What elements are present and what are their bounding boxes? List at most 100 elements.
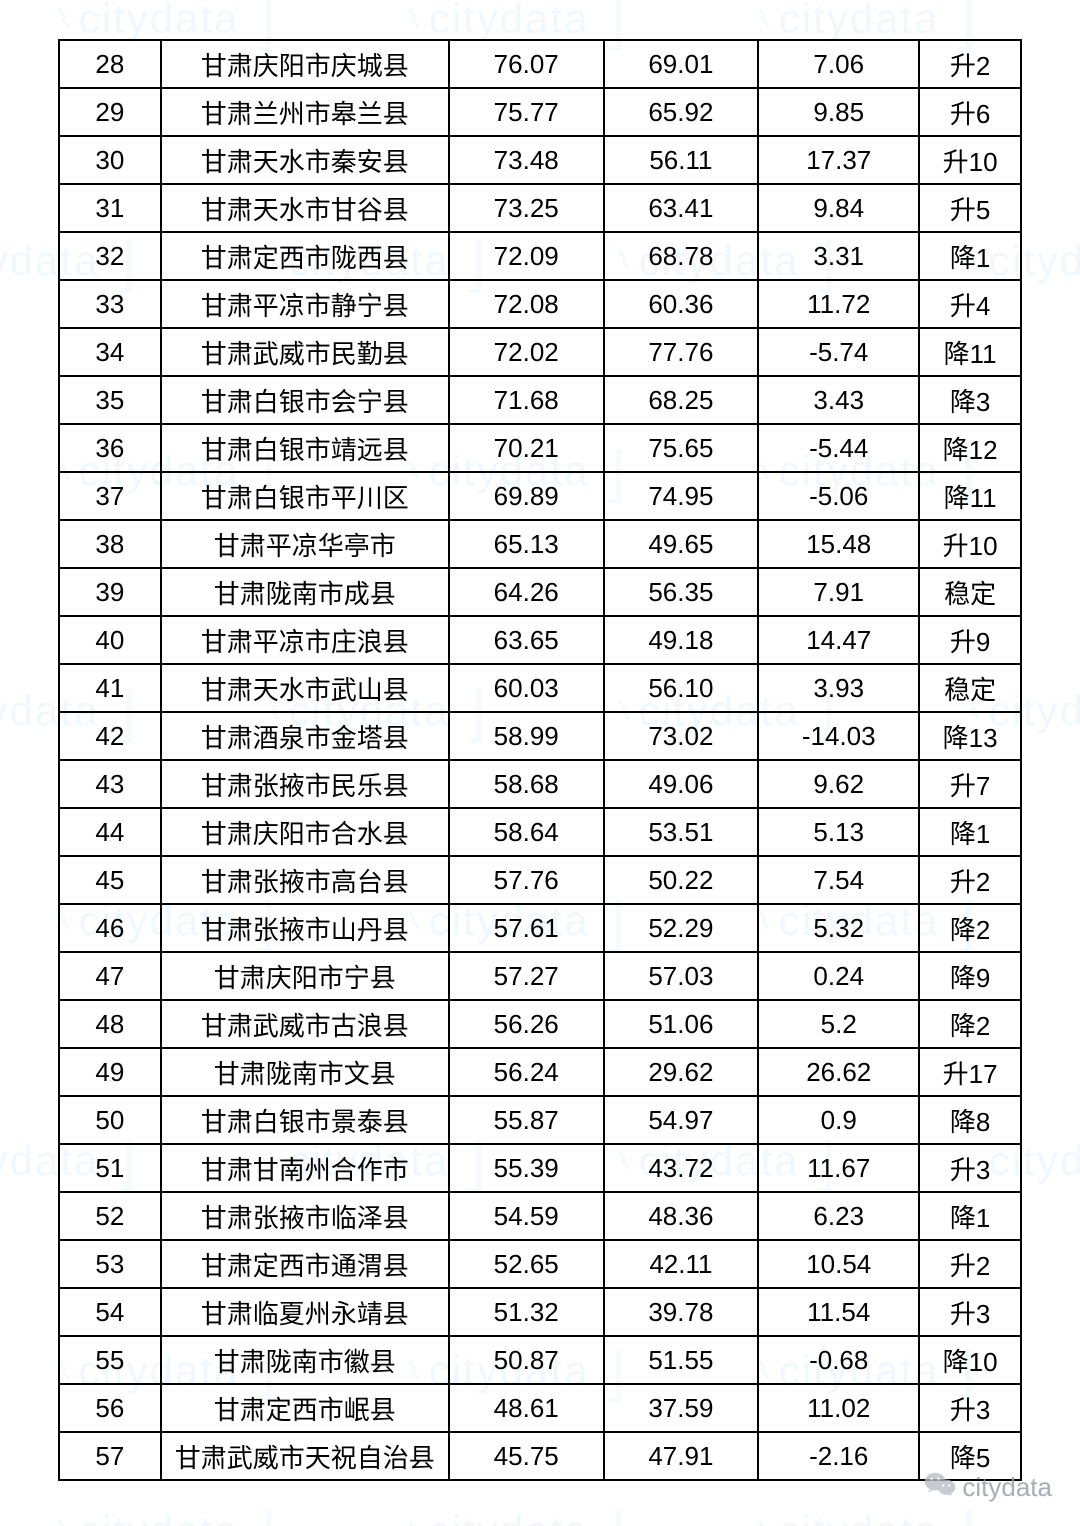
rank-cell: 33 <box>59 280 161 328</box>
value2-cell: 60.36 <box>604 280 759 328</box>
diff-cell: 5.2 <box>758 1000 919 1048</box>
rank-cell: 36 <box>59 424 161 472</box>
value1-cell: 76.07 <box>449 40 604 88</box>
diff-cell: 6.23 <box>758 1192 919 1240</box>
rank-cell: 43 <box>59 760 161 808</box>
table-row: 32甘肃定西市陇西县72.0968.783.31降1 <box>59 232 1021 280</box>
table-row: 53甘肃定西市通渭县52.6542.1110.54升2 <box>59 1240 1021 1288</box>
diff-cell: 15.48 <box>758 520 919 568</box>
region-cell: 甘肃武威市民勤县 <box>161 328 449 376</box>
rank-cell: 54 <box>59 1288 161 1336</box>
diff-cell: 10.54 <box>758 1240 919 1288</box>
table-row: 30甘肃天水市秦安县73.4856.1117.37升10 <box>59 136 1021 184</box>
region-cell: 甘肃张掖市高台县 <box>161 856 449 904</box>
value2-cell: 52.29 <box>604 904 759 952</box>
rank-cell: 29 <box>59 88 161 136</box>
value1-cell: 50.87 <box>449 1336 604 1384</box>
value1-cell: 52.65 <box>449 1240 604 1288</box>
diff-cell: 9.84 <box>758 184 919 232</box>
diff-cell: 0.24 <box>758 952 919 1000</box>
value2-cell: 54.97 <box>604 1096 759 1144</box>
diff-cell: -5.44 <box>758 424 919 472</box>
table-row: 29甘肃兰州市皋兰县75.7765.929.85升6 <box>59 88 1021 136</box>
table-row: 36甘肃白银市靖远县70.2175.65-5.44降12 <box>59 424 1021 472</box>
change-cell: 降11 <box>919 472 1021 520</box>
change-cell: 降13 <box>919 712 1021 760</box>
rank-cell: 31 <box>59 184 161 232</box>
table-row: 46甘肃张掖市山丹县57.6152.295.32降2 <box>59 904 1021 952</box>
table-row: 41甘肃天水市武山县60.0356.103.93稳定 <box>59 664 1021 712</box>
table-row: 50甘肃白银市景泰县55.8754.970.9降8 <box>59 1096 1021 1144</box>
region-cell: 甘肃白银市平川区 <box>161 472 449 520</box>
change-cell: 升2 <box>919 1240 1021 1288</box>
value2-cell: 75.65 <box>604 424 759 472</box>
ranking-table: 28甘肃庆阳市庆城县76.0769.017.06升229甘肃兰州市皋兰县75.7… <box>58 39 1022 1481</box>
region-cell: 甘肃张掖市民乐县 <box>161 760 449 808</box>
table-row: 42甘肃酒泉市金塔县58.9973.02-14.03降13 <box>59 712 1021 760</box>
region-cell: 甘肃张掖市山丹县 <box>161 904 449 952</box>
value1-cell: 65.13 <box>449 520 604 568</box>
diff-cell: 0.9 <box>758 1096 919 1144</box>
region-cell: 甘肃定西市陇西县 <box>161 232 449 280</box>
value2-cell: 57.03 <box>604 952 759 1000</box>
ranking-table-body: 28甘肃庆阳市庆城县76.0769.017.06升229甘肃兰州市皋兰县75.7… <box>59 40 1021 1480</box>
watermark-item: ⌇citydata ⌋ <box>410 1500 629 1526</box>
value1-cell: 70.21 <box>449 424 604 472</box>
value2-cell: 69.01 <box>604 40 759 88</box>
rank-cell: 44 <box>59 808 161 856</box>
rank-cell: 50 <box>59 1096 161 1144</box>
value1-cell: 55.39 <box>449 1144 604 1192</box>
change-cell: 升2 <box>919 856 1021 904</box>
rank-cell: 41 <box>59 664 161 712</box>
value2-cell: 49.65 <box>604 520 759 568</box>
change-cell: 升3 <box>919 1384 1021 1432</box>
table-row: 35甘肃白银市会宁县71.6868.253.43降3 <box>59 376 1021 424</box>
value2-cell: 77.76 <box>604 328 759 376</box>
value2-cell: 29.62 <box>604 1048 759 1096</box>
region-cell: 甘肃庆阳市庆城县 <box>161 40 449 88</box>
table-row: 57甘肃武威市天祝自治县45.7547.91-2.16降5 <box>59 1432 1021 1480</box>
watermark-item: ⌇citydata ⌋ <box>60 1500 279 1526</box>
region-cell: 甘肃武威市天祝自治县 <box>161 1432 449 1480</box>
diff-cell: 5.13 <box>758 808 919 856</box>
table-row: 34甘肃武威市民勤县72.0277.76-5.74降11 <box>59 328 1021 376</box>
rank-cell: 32 <box>59 232 161 280</box>
value2-cell: 56.11 <box>604 136 759 184</box>
change-cell: 降1 <box>919 1192 1021 1240</box>
table-row: 39甘肃陇南市成县64.2656.357.91稳定 <box>59 568 1021 616</box>
value2-cell: 56.10 <box>604 664 759 712</box>
value1-cell: 69.89 <box>449 472 604 520</box>
region-cell: 甘肃临夏州永靖县 <box>161 1288 449 1336</box>
region-cell: 甘肃甘南州合作市 <box>161 1144 449 1192</box>
diff-cell: -2.16 <box>758 1432 919 1480</box>
value1-cell: 60.03 <box>449 664 604 712</box>
change-cell: 稳定 <box>919 568 1021 616</box>
value1-cell: 48.61 <box>449 1384 604 1432</box>
table-row: 54甘肃临夏州永靖县51.3239.7811.54升3 <box>59 1288 1021 1336</box>
table-row: 43甘肃张掖市民乐县58.6849.069.62升7 <box>59 760 1021 808</box>
value2-cell: 49.18 <box>604 616 759 664</box>
value2-cell: 39.78 <box>604 1288 759 1336</box>
rank-cell: 42 <box>59 712 161 760</box>
rank-cell: 46 <box>59 904 161 952</box>
diff-cell: 26.62 <box>758 1048 919 1096</box>
table-row: 38甘肃平凉华亭市65.1349.6515.48升10 <box>59 520 1021 568</box>
value1-cell: 75.77 <box>449 88 604 136</box>
value1-cell: 63.65 <box>449 616 604 664</box>
region-cell: 甘肃陇南市徽县 <box>161 1336 449 1384</box>
value1-cell: 56.24 <box>449 1048 604 1096</box>
value2-cell: 50.22 <box>604 856 759 904</box>
value2-cell: 43.72 <box>604 1144 759 1192</box>
change-cell: 升10 <box>919 520 1021 568</box>
value1-cell: 64.26 <box>449 568 604 616</box>
change-cell: 升6 <box>919 88 1021 136</box>
region-cell: 甘肃张掖市临泽县 <box>161 1192 449 1240</box>
value1-cell: 55.87 <box>449 1096 604 1144</box>
region-cell: 甘肃酒泉市金塔县 <box>161 712 449 760</box>
rank-cell: 47 <box>59 952 161 1000</box>
value1-cell: 71.68 <box>449 376 604 424</box>
diff-cell: 3.31 <box>758 232 919 280</box>
value2-cell: 63.41 <box>604 184 759 232</box>
value1-cell: 73.25 <box>449 184 604 232</box>
diff-cell: 7.54 <box>758 856 919 904</box>
